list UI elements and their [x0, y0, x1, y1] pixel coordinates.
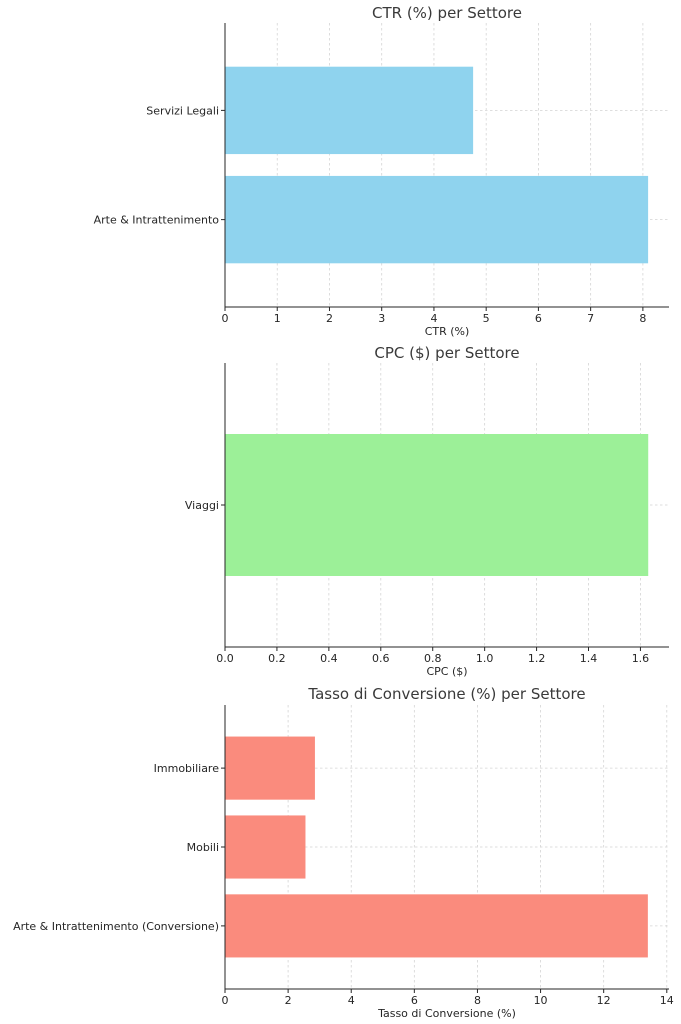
- x-tick-label: 0.0: [216, 652, 234, 665]
- chart-title: CPC ($) per Settore: [374, 344, 519, 362]
- x-tick-label: 6: [411, 994, 418, 1007]
- bar: [225, 815, 306, 879]
- x-tick-label: 8: [474, 994, 481, 1007]
- x-tick-label: 2: [326, 312, 333, 325]
- category-label: Viaggi: [185, 499, 219, 512]
- category-label: Mobili: [187, 841, 219, 854]
- bar: [225, 175, 649, 264]
- x-tick-label: 7: [587, 312, 594, 325]
- x-tick-label: 3: [378, 312, 385, 325]
- conversion-chart: 0 2 4 6 8 10 12 14 Arte & Intrattenimento (Conve…: [13, 685, 674, 1020]
- bar: [225, 434, 649, 576]
- x-tick-label: 0.6: [372, 652, 390, 665]
- category-label: Arte & Intrattenimento (Conversione): [13, 920, 219, 933]
- x-tick-label: 1.0: [476, 652, 494, 665]
- x-tick-label: 12: [597, 994, 611, 1007]
- chart-title: CTR (%) per Settore: [372, 4, 522, 22]
- x-axis-label: Tasso di Conversione (%): [377, 1007, 516, 1020]
- x-tick-label: 2: [285, 994, 292, 1007]
- x-tick-label: 1.6: [632, 652, 650, 665]
- bar: [225, 736, 315, 800]
- x-tick-label: 1.2: [528, 652, 546, 665]
- x-tick-label: 0: [222, 994, 229, 1007]
- category-label: Arte & Intrattenimento: [94, 214, 220, 227]
- x-axis-label: CTR (%): [425, 325, 470, 338]
- ctr-chart: 0 1 2 3 4 5 6 7 8 Arte & Intrattenimento Servizi L…: [94, 4, 669, 338]
- x-tick-label: 8: [639, 312, 646, 325]
- x-tick-label: 1.4: [580, 652, 598, 665]
- x-tick-label: 0.4: [320, 652, 338, 665]
- x-tick-label: 1: [274, 312, 281, 325]
- bar: [225, 894, 648, 958]
- bar: [225, 66, 474, 155]
- x-axis-label: CPC ($): [426, 665, 467, 678]
- cpc-chart: 0.0 0.2 0.4 0.6 0.8 1.0 1.2 1.4 1.6 Viaggi CPC ($)…: [185, 344, 669, 678]
- x-tick-label: 0.2: [268, 652, 286, 665]
- x-tick-label: 0: [222, 312, 229, 325]
- chart-title: Tasso di Conversione (%) per Settore: [307, 685, 585, 703]
- x-tick-label: 14: [660, 994, 674, 1007]
- x-tick-label: 6: [535, 312, 542, 325]
- x-tick-label: 10: [534, 994, 548, 1007]
- category-label: Servizi Legali: [146, 104, 219, 117]
- x-tick-label: 0.8: [424, 652, 442, 665]
- x-tick-label: 5: [483, 312, 490, 325]
- x-tick-label: 4: [430, 312, 437, 325]
- x-tick-label: 4: [348, 994, 355, 1007]
- category-label: Immobiliare: [154, 762, 220, 775]
